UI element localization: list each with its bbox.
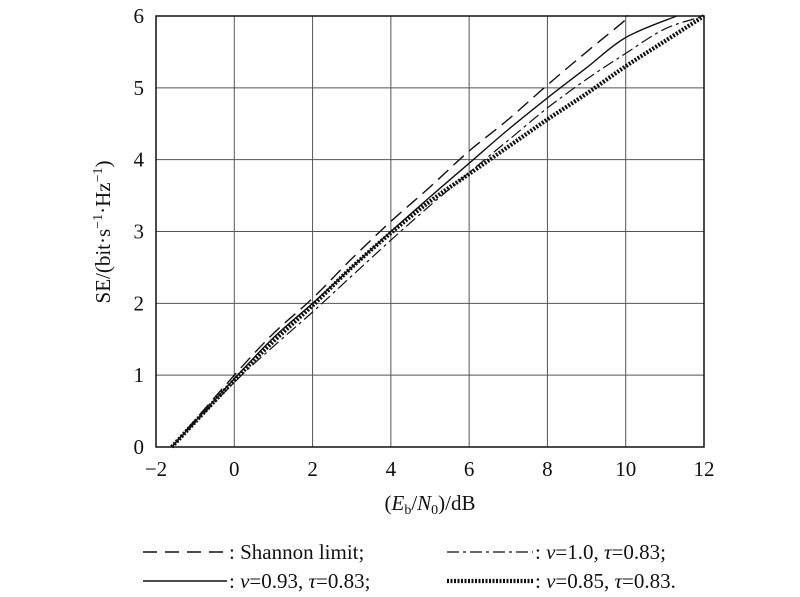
legend-swatch-solid bbox=[141, 576, 229, 586]
x-tick-label: 12 bbox=[694, 457, 715, 481]
y-tick-label: 2 bbox=[134, 291, 145, 315]
y-tick-labels: 0 1 2 3 4 5 6 bbox=[134, 4, 145, 459]
x-tick-label: 4 bbox=[386, 457, 397, 481]
grid-lines bbox=[156, 16, 704, 447]
legend-v-value: =0.85, bbox=[555, 569, 614, 593]
legend-item-v093: : v=0.93, τ=0.83; bbox=[141, 567, 370, 595]
legend: : Shannon limit; : v=1.0, τ=0.83; : v=0.… bbox=[0, 533, 800, 597]
legend-item-shannon: : Shannon limit; bbox=[141, 538, 364, 566]
y-axis-label: SE/(bit·s−1·Hz−1) bbox=[91, 161, 115, 304]
y-tick-label: 4 bbox=[134, 148, 145, 172]
legend-v-value: =1.0, bbox=[555, 540, 604, 564]
legend-tau-symbol: τ bbox=[309, 569, 317, 593]
legend-label-shannon: Shannon limit; bbox=[240, 540, 364, 564]
legend-v-value: =0.93, bbox=[249, 569, 308, 593]
x-tick-label: −2 bbox=[145, 457, 167, 481]
legend-swatch-dashdot bbox=[445, 547, 535, 557]
legend-tau-symbol: τ bbox=[615, 569, 623, 593]
legend-item-v10: : v=1.0, τ=0.83; bbox=[445, 538, 666, 566]
legend-tau-value: =0.83. bbox=[622, 569, 676, 593]
y-tick-label: 5 bbox=[134, 76, 145, 100]
y-tick-label: 1 bbox=[134, 363, 145, 387]
legend-tau-symbol: τ bbox=[604, 540, 612, 564]
legend-swatch-dotted bbox=[445, 576, 535, 586]
x-tick-labels: −2 0 2 4 6 8 10 12 bbox=[145, 457, 715, 481]
y-tick-label: 3 bbox=[134, 220, 145, 244]
x-axis-label: (Eb/N0)/dB bbox=[384, 491, 475, 518]
y-tick-label: 0 bbox=[134, 435, 145, 459]
x-tick-label: 10 bbox=[615, 457, 636, 481]
legend-swatch-dashed bbox=[141, 547, 229, 557]
legend-tau-value: =0.83; bbox=[612, 540, 666, 564]
y-tick-label: 6 bbox=[134, 4, 145, 28]
x-tick-label: 2 bbox=[307, 457, 318, 481]
x-tick-label: 8 bbox=[542, 457, 553, 481]
legend-tau-value: =0.83; bbox=[316, 569, 370, 593]
x-tick-label: 0 bbox=[229, 457, 240, 481]
x-tick-label: 6 bbox=[464, 457, 475, 481]
legend-item-v085: : v=0.85, τ=0.83. bbox=[445, 567, 676, 595]
